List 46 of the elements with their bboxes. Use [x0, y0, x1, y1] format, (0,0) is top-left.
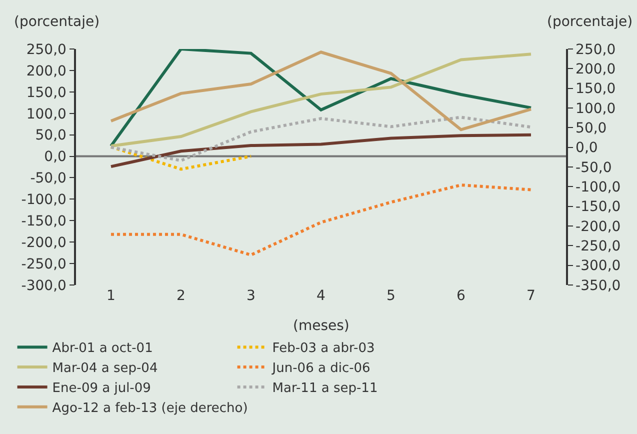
y2-tick-label: 0,0 [576, 140, 598, 156]
y-axis-title: (porcentaje) [14, 14, 100, 30]
y2-tick-label: 100,0 [576, 100, 616, 117]
y2-tick-label: -150,0 [576, 199, 621, 216]
y-tick-label: -50,0 [30, 170, 66, 187]
x-tick-label: 6 [456, 288, 466, 304]
legend-label: Ago-12 a feb-13 (eje derecho) [52, 400, 248, 416]
y-tick-label: -100,0 [21, 192, 66, 208]
y-tick-label: -250,0 [21, 256, 66, 272]
y2-tick-label: -350,0 [576, 278, 621, 294]
legend-label: Mar-04 a sep-04 [52, 361, 158, 376]
x-tick-label: 4 [316, 288, 326, 304]
y2-tick-label: 50,0 [576, 120, 607, 137]
legend-label: Mar-11 a sep-11 [272, 381, 378, 396]
line-series [110, 116, 532, 162]
y-tick-label: -300,0 [21, 278, 66, 294]
line-series [110, 133, 532, 168]
y-tick-label: 250,0 [26, 42, 66, 58]
legend-label: Ene-09 a jul-09 [52, 381, 151, 396]
legend-label: Abr-01 a oct-01 [52, 341, 153, 356]
y2-tick-label: -50,0 [576, 160, 612, 176]
line-series [110, 50, 532, 132]
y-tick-label: 150,0 [26, 84, 66, 101]
x-axis-title: (meses) [293, 318, 350, 334]
y2-axis-title: (porcentaje) [547, 14, 633, 30]
y-tick-label: -200,0 [21, 234, 66, 251]
x-tick-label: 7 [526, 288, 536, 304]
x-tick-label: 5 [386, 288, 396, 304]
y2-tick-label: -100,0 [576, 180, 621, 196]
y-tick-label: 0,0 [44, 149, 66, 166]
legend-label: Jun-06 a dic-06 [271, 361, 370, 376]
x-tick-label: 3 [246, 288, 256, 304]
y-tick-label: 200,0 [26, 63, 66, 80]
y2-tick-label: 150,0 [576, 81, 616, 98]
y-tick-label: 50,0 [35, 128, 66, 144]
y2-tick-label: -200,0 [576, 218, 621, 235]
legend-label: Feb-03 a abr-03 [272, 341, 375, 356]
y-tick-label: -150,0 [21, 214, 66, 230]
y2-tick-label: -250,0 [576, 238, 621, 255]
line-series [110, 184, 532, 256]
x-tick-label: 2 [176, 288, 186, 304]
y-tick-label: 100,0 [26, 106, 66, 122]
x-tick-label: 1 [106, 288, 116, 304]
y2-tick-label: 200,0 [576, 62, 616, 78]
y2-tick-label: 250,0 [576, 42, 616, 58]
y2-tick-label: -300,0 [576, 258, 621, 274]
